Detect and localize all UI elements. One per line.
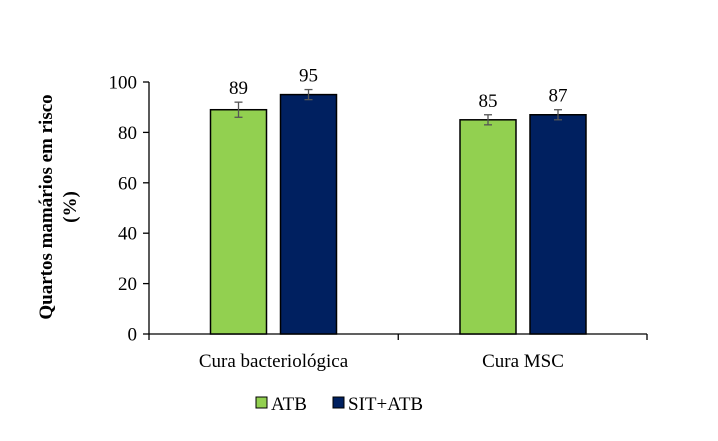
data-label: 95	[299, 66, 318, 87]
bar-sit-atb	[279, 93, 338, 335]
legend: ATB SIT+ATB	[255, 394, 423, 415]
legend-label: ATB	[271, 394, 307, 415]
y-tick-label: 100	[109, 73, 138, 94]
y-tick-label: 60	[118, 173, 137, 194]
legend-swatch	[255, 396, 268, 409]
y-axis-title-line-1: Quartos mamários em risco	[36, 94, 57, 319]
y-axis-title-line-2: (%)	[60, 191, 81, 223]
data-label: 85	[479, 91, 498, 112]
y-tick-label: 40	[118, 224, 137, 245]
y-axis-title: Quartos mamários em risco (%)	[36, 94, 81, 319]
bars: 89 85 95 87	[209, 66, 587, 335]
legend-label: SIT+ATB	[348, 394, 423, 415]
data-label: 87	[549, 86, 568, 107]
x-category-label: Cura MSC	[482, 351, 564, 372]
legend-swatch	[332, 396, 345, 409]
x-category-label: Cura bacteriológica	[199, 351, 349, 372]
y-tick-label: 80	[118, 123, 137, 144]
bar-atb	[209, 108, 268, 335]
y-tick-label: 0	[128, 325, 138, 346]
axes: 0 20 40 60 80 100 Cura bacteriológica Cura MSC	[109, 73, 648, 372]
data-label: 89	[229, 78, 248, 99]
bar-atb	[459, 119, 517, 335]
y-tick-label: 20	[118, 274, 137, 295]
bar-sit-atb	[529, 114, 587, 335]
